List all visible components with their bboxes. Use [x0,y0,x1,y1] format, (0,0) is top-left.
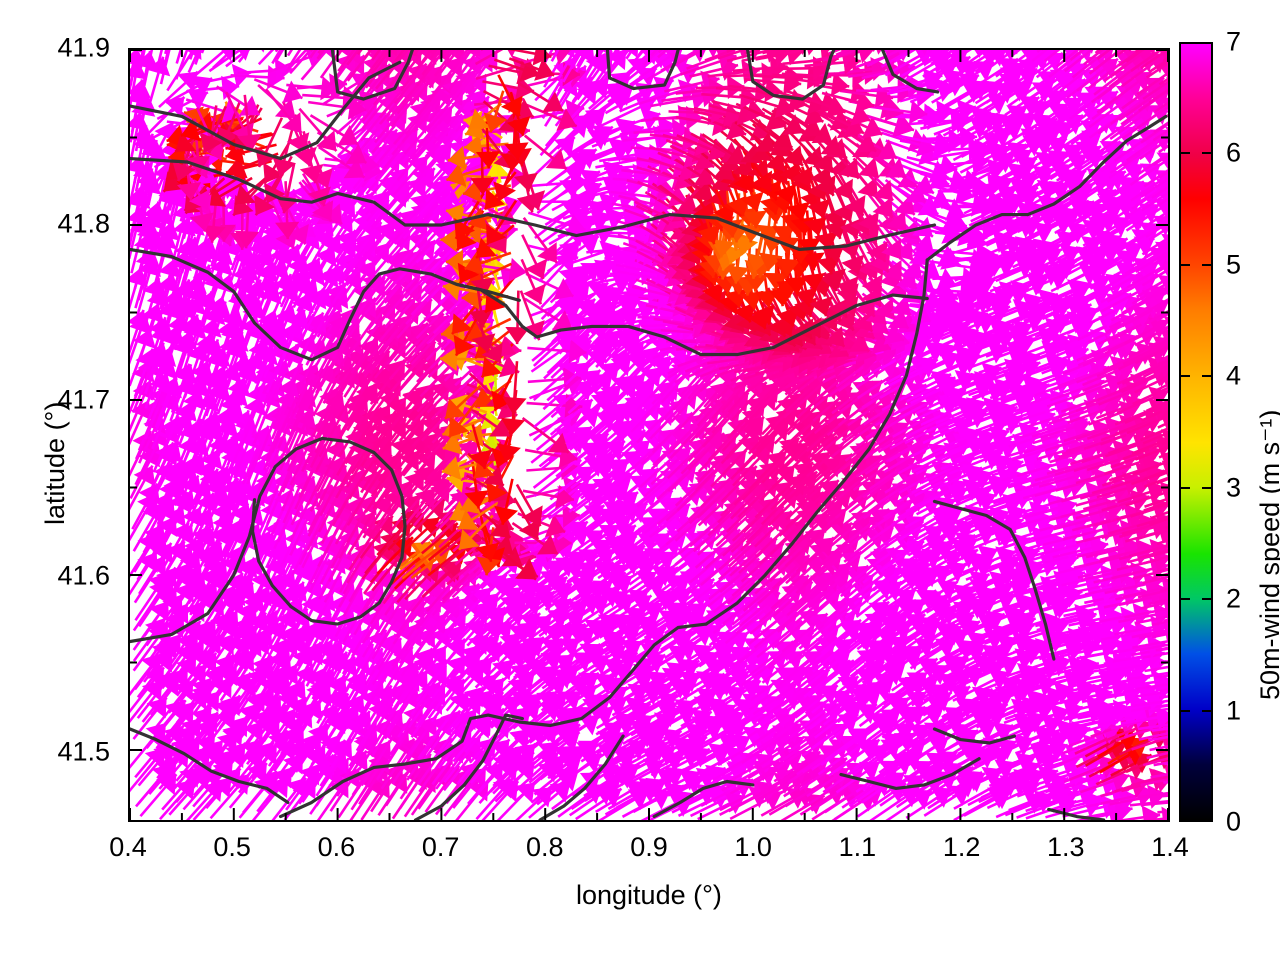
colorbar-tick-label: 5 [1226,249,1242,280]
y-axis-title: latitude (°) [40,401,70,525]
x-tick-label: 1.0 [734,832,772,862]
coastline-segment [925,212,1030,262]
plot-area [128,48,1170,822]
colorbar-tick [1181,709,1190,712]
coastline-segment [932,499,1056,661]
coastline-segment [250,498,293,609]
colorbar-tick [1202,375,1211,378]
coastline-segment [881,50,940,94]
coastline-segment [1047,807,1106,820]
x-tick-label: 0.5 [213,832,251,862]
colorbar-tick-label: 0 [1226,806,1242,837]
colorbar-tick [1181,152,1190,155]
colorbar-tick-label: 7 [1226,26,1242,57]
colorbar-tick [1181,263,1190,266]
x-tick-label: 1.3 [1047,832,1085,862]
coastline-segment [130,247,521,362]
colorbar-tick-label: 6 [1226,137,1242,168]
x-tick-label: 0.4 [109,832,147,862]
coastline-segment [839,757,981,791]
colorbar-tick-label: 2 [1226,583,1242,614]
coastline-segment [538,734,625,820]
coastline-segment [746,50,836,101]
coastline-segment [932,727,1016,745]
coastline-segment [130,60,402,161]
coastline-segment [130,156,937,252]
y-tick-label: 41.5 [57,736,110,767]
coastline-segment [1026,114,1168,217]
colorbar-tick [1202,263,1211,266]
y-tick-label: 41.8 [57,208,110,239]
x-axis-title: longitude (°) [576,880,722,910]
colorbar-tick [1181,486,1190,489]
colorbar-gradient [1179,42,1213,822]
colorbar-tick [1202,709,1211,712]
coastline-segment [413,713,524,820]
coastline-segment [704,258,929,626]
coastline-segment [130,436,407,644]
colorbar-tick [1181,375,1190,378]
coastline-segment [455,282,929,357]
y-tick-label: 41.9 [57,32,110,63]
colorbar-tick-label: 1 [1226,695,1242,726]
x-tick-label: 1.2 [942,832,981,862]
axis-inner-ticks [130,50,1168,820]
y-tick-label: 41.6 [57,560,110,591]
x-tick-label: 0.9 [630,832,668,862]
coastline-layer [130,50,1168,820]
x-tick-label: 0.6 [317,832,356,862]
x-tick-label: 0.8 [526,832,564,862]
wind-vector-field [130,50,1168,820]
coastline-segment [605,50,680,91]
x-tick-label: 0.7 [421,832,460,862]
colorbar-tick [1181,598,1190,601]
y-tick-label: 41.7 [57,384,110,415]
colorbar-title: 50m-wind speed (m s⁻¹) [1255,409,1280,700]
coastline-segment [130,727,290,805]
x-tick-label: 1.4 [1151,832,1189,862]
x-tick-label: 1.1 [838,832,877,862]
coastline-segment [652,779,755,819]
colorbar-tick-label: 4 [1226,360,1242,391]
colorbar-tick [1202,598,1211,601]
colorbar-tick-label: 3 [1226,472,1242,503]
colorbar-tick [1202,486,1211,489]
colorbar [1179,42,1213,822]
coastline-segment [278,622,708,819]
wind-arrow-layer [130,50,1168,820]
coastline-segment [330,50,414,101]
colorbar-tick [1202,152,1211,155]
